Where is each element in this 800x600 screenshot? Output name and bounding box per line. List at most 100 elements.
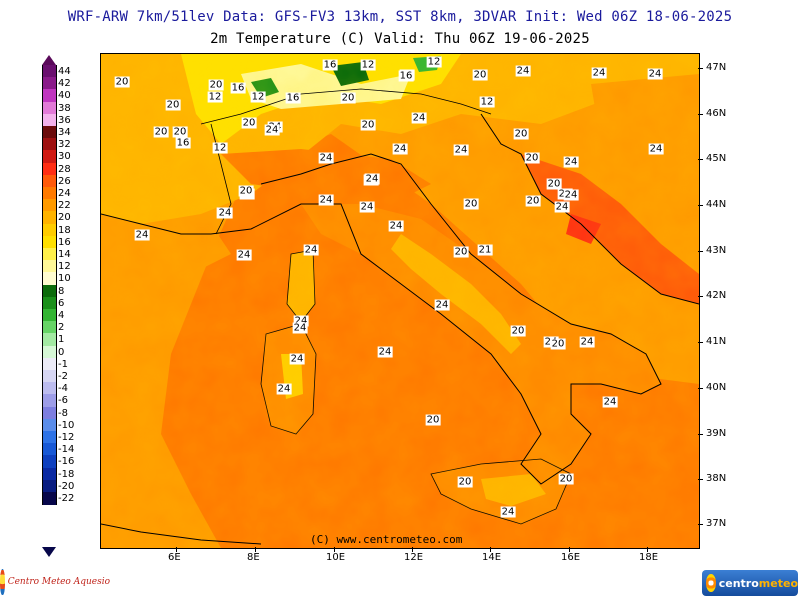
- centrometeo-logo-icon: [706, 574, 716, 592]
- contour-value-label: 20: [472, 69, 488, 81]
- legend-label: 34: [58, 127, 71, 138]
- y-tick-label: 46N: [706, 108, 727, 119]
- legend-swatch: [42, 479, 57, 493]
- contour-value-label: 24: [388, 220, 404, 232]
- contour-value-label: 20: [550, 338, 566, 350]
- contour-value-label: 24: [289, 353, 305, 365]
- legend-label: 18: [58, 224, 71, 236]
- contour-value-label: 21: [477, 244, 493, 256]
- contour-value-label: 20: [546, 178, 562, 190]
- legend-label: -6: [58, 395, 68, 407]
- logo-text-part-a: centro: [718, 576, 759, 590]
- legend-swatch: [42, 187, 57, 200]
- y-tick: [698, 524, 703, 525]
- legend-swatch: [42, 321, 57, 334]
- legend-label: -10: [58, 419, 75, 431]
- y-tick-label: 37N: [706, 518, 727, 529]
- legend-label: -12: [58, 432, 75, 443]
- temperature-map: 2020161216121612162024242012201620122420…: [100, 53, 700, 549]
- map-canvas: [101, 54, 699, 548]
- copyright-credit: (C) www.centrometeo.com: [310, 533, 463, 546]
- y-tick: [698, 342, 703, 343]
- legend-swatch: [42, 162, 57, 176]
- legend-swatch: [42, 406, 57, 420]
- legend-label: 28: [58, 163, 71, 175]
- legend-swatch: [42, 394, 57, 407]
- legend-swatch: [42, 418, 57, 432]
- y-tick: [698, 479, 703, 480]
- logo-text-part-b: meteo: [758, 576, 798, 590]
- legend-swatch: [42, 174, 57, 188]
- legend-swatch: [42, 260, 57, 273]
- x-tick-label: 16E: [561, 552, 581, 563]
- legend-label: 1: [58, 334, 65, 346]
- contour-value-label: 16: [285, 92, 301, 104]
- legend-label: 8: [58, 285, 65, 297]
- contour-value-label: 20: [360, 119, 376, 131]
- legend-swatch: [42, 65, 57, 78]
- legend-label: 6: [58, 297, 65, 309]
- contour-value-label: 24: [563, 156, 579, 168]
- contour-value-label: 24: [236, 249, 252, 261]
- contour-value-label: 20: [463, 198, 479, 210]
- y-tick: [698, 205, 703, 206]
- contour-value-label: 24: [276, 383, 292, 395]
- legend-label: 12: [58, 261, 71, 273]
- legend-label: -16: [58, 456, 75, 468]
- y-tick: [698, 296, 703, 297]
- legend-swatch: [42, 345, 57, 359]
- legend-label: -8: [58, 407, 68, 419]
- legend-swatch: [42, 443, 57, 456]
- contour-value-label: 24: [303, 244, 319, 256]
- centrometeo-logo: centrometeo: [702, 570, 798, 596]
- x-tick-label: 8E: [247, 552, 260, 563]
- temperature-legend: 44 42 40 38 36 34 32 30 28 26 24 22 20 18 16 14 12 10 8 6 4 2…: [38, 55, 108, 557]
- legend-swatch: [42, 113, 57, 127]
- centro-meteo-aquesio-logo: Centro Meteo Aquesio: [0, 568, 110, 596]
- legend-label: -2: [58, 371, 68, 382]
- legend-swatch: [42, 272, 57, 285]
- legend-label: 26: [58, 175, 71, 187]
- x-tick: [412, 547, 413, 552]
- legend-swatch: [42, 77, 57, 90]
- legend-swatch: [42, 126, 57, 139]
- contour-value-label: 16: [230, 82, 246, 94]
- legend-swatch: [42, 455, 57, 468]
- contour-value-label: 12: [426, 56, 442, 68]
- y-tick-label: 39N: [706, 428, 727, 439]
- contour-value-label: 24: [318, 194, 334, 206]
- x-tick: [490, 547, 491, 552]
- legend-label: 22: [58, 200, 71, 212]
- contour-value-label: 24: [318, 152, 334, 164]
- contour-value-label: 20: [172, 126, 188, 138]
- contour-value-label: 20: [208, 79, 224, 91]
- legend-label: -14: [58, 444, 75, 456]
- legend-swatch: [42, 248, 57, 261]
- contour-value-label: 24: [377, 346, 393, 358]
- contour-value-label: 16: [398, 70, 414, 82]
- contour-value-label: 20: [513, 128, 529, 140]
- legend-label: 36: [58, 114, 71, 126]
- y-tick-label: 45N: [706, 153, 727, 164]
- contour-value-label: 12: [250, 91, 266, 103]
- contour-value-label: 20: [525, 195, 541, 207]
- legend-swatch: [42, 296, 57, 310]
- x-tick: [176, 547, 177, 552]
- legend-swatch: [42, 357, 57, 371]
- contour-value-label: 24: [292, 322, 308, 334]
- y-tick: [698, 388, 703, 389]
- x-tick: [255, 547, 256, 552]
- legend-swatch: [42, 89, 57, 102]
- legend-label: 32: [58, 139, 71, 151]
- legend-label: -20: [58, 480, 75, 492]
- contour-value-label: 24: [359, 201, 375, 213]
- contour-value-label: 24: [134, 229, 150, 241]
- legend-label: 2: [58, 322, 65, 334]
- contour-value-label: 24: [602, 396, 618, 408]
- field-texture: [101, 54, 699, 548]
- legend-swatch: [42, 284, 57, 298]
- field-valid-title: 2m Temperature (C) Valid: Thu 06Z 19-06-…: [210, 31, 590, 47]
- legend-label: 38: [58, 102, 71, 114]
- x-tick-label: 18E: [639, 552, 659, 563]
- legend-bottom-arrow: [42, 547, 56, 557]
